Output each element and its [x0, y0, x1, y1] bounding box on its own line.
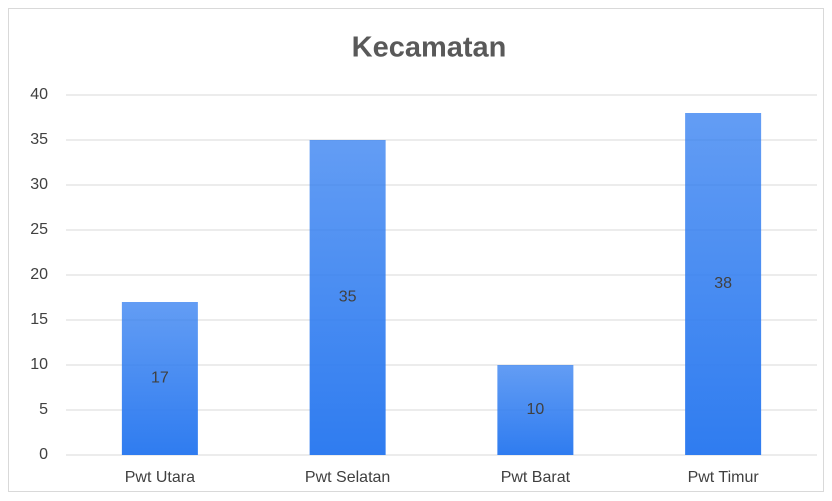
y-tick-label: 30 — [30, 176, 48, 193]
y-tick-label: 15 — [30, 311, 48, 328]
data-label: 10 — [526, 401, 544, 418]
bar — [497, 365, 574, 455]
x-tick-label: Pwt Barat — [501, 469, 571, 486]
y-tick-label: 20 — [30, 266, 48, 283]
bar — [685, 113, 762, 455]
y-tick-label: 40 — [30, 86, 48, 103]
x-tick-label: Pwt Utara — [125, 469, 195, 486]
data-label: 38 — [714, 275, 732, 292]
bar — [309, 140, 386, 455]
y-tick-label: 0 — [39, 446, 48, 463]
chart-title: Kecamatan — [352, 32, 507, 64]
bar — [121, 302, 198, 455]
y-tick-label: 5 — [39, 401, 48, 418]
y-tick-label: 10 — [30, 356, 48, 373]
y-tick-label: 25 — [30, 221, 48, 238]
y-tick-label: 35 — [30, 131, 48, 148]
data-label: 17 — [151, 370, 169, 387]
x-tick-label: Pwt Selatan — [305, 469, 390, 486]
x-tick-label: Pwt Timur — [688, 469, 760, 486]
data-label: 35 — [339, 289, 357, 306]
